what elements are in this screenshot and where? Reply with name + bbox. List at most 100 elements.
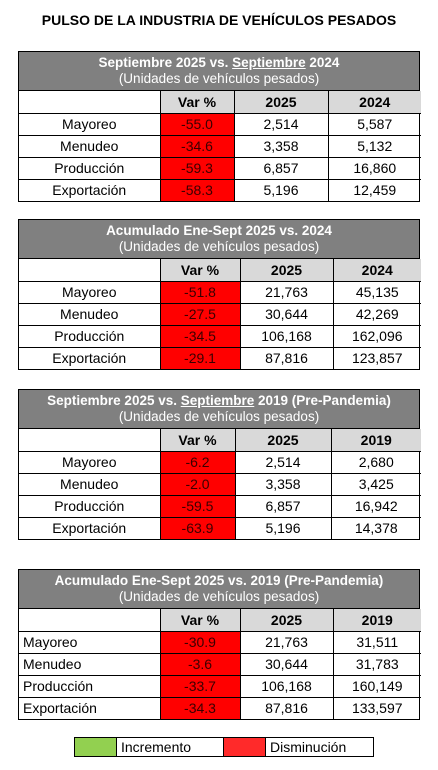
col-header-b: 2019 (330, 429, 421, 452)
table-subheading: (Unidades de vehículos pesados) (118, 409, 320, 424)
table-block-sept-2025-vs-2024: Septiembre 2025 vs. Septiembre 2024 (Uni… (18, 51, 421, 202)
table-heading: Acumulado Ene-Sept 2025 vs. 2019 (Pre-Pa… (54, 573, 384, 588)
data-table: Var % 2025 2019 Mayoreo -30.9 21,763 31,… (19, 609, 421, 719)
row-label: Exportación (19, 696, 161, 719)
value-a-cell: 6,857 (233, 156, 329, 180)
table-header: Acumulado Ene-Sept 2025 vs. 2019 (Pre-Pa… (19, 570, 419, 609)
col-header-a: 2025 (239, 609, 334, 632)
value-b-cell: 5,132 (327, 134, 421, 158)
value-a-cell: 87,816 (239, 696, 334, 719)
table-row: Producción -59.3 6,857 16,860 (19, 156, 421, 180)
var-cell: -33.7 (159, 674, 241, 698)
row-label: Mayoreo (19, 630, 161, 654)
row-label: Producción (19, 674, 161, 698)
value-a-cell: 30,644 (239, 302, 334, 326)
table-row: Producción -33.7 106,168 160,149 (19, 674, 421, 698)
row-label: Mayoreo (19, 280, 161, 304)
value-a-cell: 3,358 (233, 134, 329, 158)
var-cell: -3.6 (159, 652, 241, 676)
var-cell: -27.5 (159, 302, 241, 326)
table-header-row: Var % 2025 2024 (19, 91, 421, 114)
var-cell: -34.6 (159, 134, 235, 158)
value-a-cell: 106,168 (239, 324, 334, 348)
table-row: Mayoreo -55.0 2,514 5,587 (19, 112, 421, 136)
legend-swatch-decrease (224, 738, 266, 756)
table-header: Acumulado Ene-Sept 2025 vs. 2024 (Unidad… (19, 220, 419, 259)
value-a-cell: 87,816 (239, 346, 334, 369)
empty-header-cell (19, 429, 161, 452)
table-header-row: Var % 2025 2019 (19, 609, 421, 632)
var-cell: -30.9 (159, 630, 241, 654)
value-a-cell: 2,514 (234, 450, 332, 474)
table-row: Exportación -63.9 5,196 14,378 (19, 516, 421, 539)
var-cell: -29.1 (159, 346, 241, 369)
col-header-var: Var % (159, 91, 235, 114)
data-table: Var % 2025 2024 Mayoreo -55.0 2,514 5,58… (19, 91, 421, 201)
value-a-cell: 3,358 (234, 472, 332, 496)
value-b-cell: 31,511 (332, 630, 421, 654)
table-subheading: (Unidades de vehículos pesados) (118, 239, 320, 254)
var-cell: -34.5 (159, 324, 241, 348)
value-b-cell: 12,459 (327, 178, 421, 201)
page-title: PULSO DE LA INDUSTRIA DE VEHÍCULOS PESAD… (41, 12, 397, 28)
col-header-var: Var % (159, 609, 241, 632)
value-a-cell: 106,168 (239, 674, 334, 698)
legend-label-increase: Incremento (117, 738, 224, 756)
value-b-cell: 2,680 (330, 450, 421, 474)
value-b-cell: 16,942 (330, 494, 421, 518)
var-cell: -59.5 (159, 494, 236, 518)
var-cell: -2.0 (159, 472, 236, 496)
table-row: Menudeo -3.6 30,644 31,783 (19, 652, 421, 676)
table-header-row: Var % 2025 2019 (19, 429, 421, 452)
value-b-cell: 3,425 (330, 472, 421, 496)
var-cell: -51.8 (159, 280, 241, 304)
empty-header-cell (19, 609, 161, 632)
col-header-b: 2024 (332, 259, 421, 282)
col-header-a: 2025 (239, 259, 334, 282)
col-header-var: Var % (159, 429, 236, 452)
row-label: Exportación (19, 346, 161, 369)
empty-header-cell (19, 91, 161, 114)
row-label: Menudeo (19, 652, 161, 676)
table-row: Menudeo -2.0 3,358 3,425 (19, 472, 421, 496)
table-row: Mayoreo -51.8 21,763 45,135 (19, 280, 421, 304)
empty-header-cell (19, 259, 161, 282)
value-b-cell: 160,149 (332, 674, 421, 698)
row-label: Producción (19, 494, 161, 518)
table-block-acum-2025-vs-2019: Acumulado Ene-Sept 2025 vs. 2019 (Pre-Pa… (18, 569, 421, 720)
value-a-cell: 2,514 (233, 112, 329, 136)
row-label: Mayoreo (19, 112, 161, 136)
legend-label-decrease: Disminución (270, 739, 347, 755)
table-header: Septiembre 2025 vs. Septiembre 2024 (Uni… (19, 52, 419, 91)
table-subheading: (Unidades de vehículos pesados) (118, 71, 320, 86)
row-label: Menudeo (19, 134, 161, 158)
value-b-cell: 16,860 (327, 156, 421, 180)
value-a-cell: 6,857 (234, 494, 332, 518)
legend: Incremento Disminución (74, 737, 374, 757)
value-a-cell: 30,644 (239, 652, 334, 676)
row-label: Producción (19, 156, 161, 180)
table-block-acum-2025-vs-2024: Acumulado Ene-Sept 2025 vs. 2024 (Unidad… (18, 219, 421, 370)
var-cell: -34.3 (159, 696, 241, 719)
var-cell: -63.9 (159, 516, 236, 539)
table-row: Mayoreo -6.2 2,514 2,680 (19, 450, 421, 474)
table-subheading: (Unidades de vehículos pesados) (118, 589, 320, 604)
value-a-cell: 5,196 (234, 516, 332, 539)
value-b-cell: 31,783 (332, 652, 421, 676)
row-label: Producción (19, 324, 161, 348)
table-row: Producción -59.5 6,857 16,942 (19, 494, 421, 518)
col-header-a: 2025 (233, 91, 329, 114)
var-cell: -6.2 (159, 450, 236, 474)
value-a-cell: 21,763 (239, 630, 334, 654)
data-table: Var % 2025 2019 Mayoreo -6.2 2,514 2,680… (19, 429, 421, 539)
value-b-cell: 14,378 (330, 516, 421, 539)
var-cell: -58.3 (159, 178, 235, 201)
table-row: Mayoreo -30.9 21,763 31,511 (19, 630, 421, 654)
var-cell: -59.3 (159, 156, 235, 180)
table-block-sept-2025-vs-2019: Septiembre 2025 vs. Septiembre 2019 (Pre… (18, 389, 421, 540)
value-b-cell: 5,587 (327, 112, 421, 136)
value-b-cell: 123,857 (332, 346, 421, 369)
col-header-b: 2024 (327, 91, 421, 114)
data-table: Var % 2025 2024 Mayoreo -51.8 21,763 45,… (19, 259, 421, 369)
table-heading: Septiembre 2025 vs. Septiembre 2019 (Pre… (47, 393, 391, 408)
